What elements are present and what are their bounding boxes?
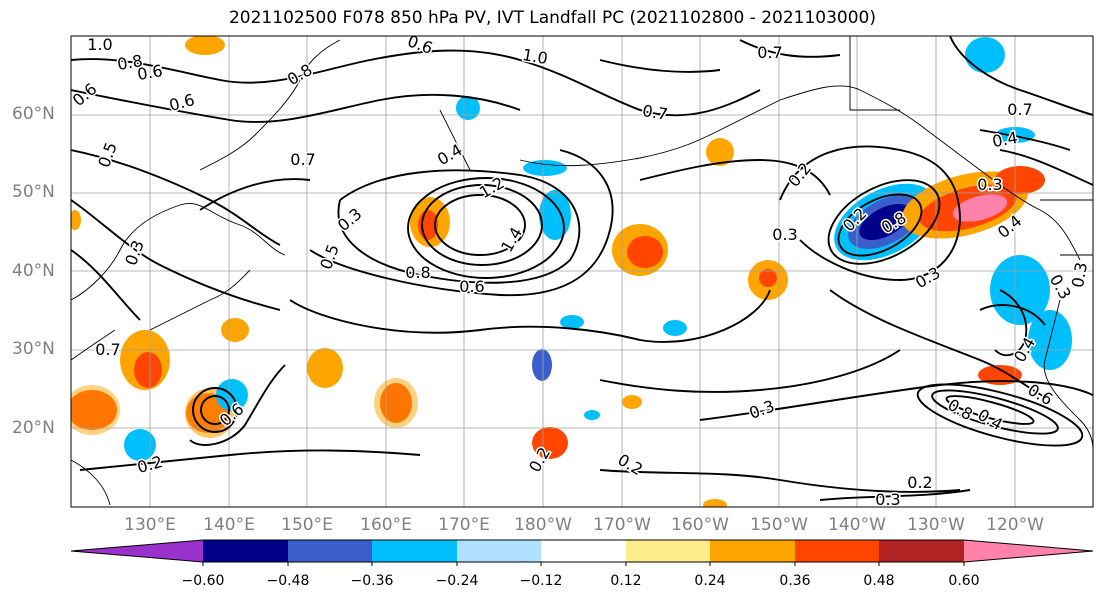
shade-red-165w [627, 236, 663, 268]
lon-label-140e: 140°E [203, 515, 255, 535]
shade-orange-west [307, 348, 343, 388]
shade-blue-180 [539, 190, 571, 240]
shade-blue-mid2 [663, 320, 687, 336]
contour-label: 0.3 [875, 490, 900, 509]
figure-title: 2021102500 F078 850 hPa PV, IVT Landfall… [228, 8, 876, 28]
shade-blue-180s [532, 349, 552, 381]
colorbar-segment [710, 540, 795, 562]
lon-label-140w: 140°W [828, 515, 886, 535]
contour-label: 0.3 [1068, 261, 1091, 289]
colorbar-tick-label: 0.36 [779, 573, 811, 589]
shade-blue-alaska [965, 37, 1005, 73]
shade-orange-west2 [374, 378, 418, 428]
shade-blue-mid3 [584, 410, 600, 420]
lat-label-30n: 30°N [12, 339, 55, 359]
lon-label-120w: 120°W [986, 515, 1044, 535]
colorbar-extend-min [71, 540, 203, 562]
contour-label: 0.6 [136, 61, 164, 84]
shade-orange-mid4 [622, 395, 642, 409]
lat-label-50n: 50°N [12, 182, 55, 202]
shade-red-japan [134, 352, 162, 388]
colorbar-segment [372, 540, 457, 562]
shade-orange-aleut [706, 138, 734, 166]
contour-label: 0.6 [459, 277, 484, 296]
contour-label: 0.7 [290, 150, 315, 169]
colorbar-segment [457, 540, 541, 562]
contour-label: 0.7 [757, 43, 782, 62]
contour-label: 0.4 [991, 128, 1019, 151]
shade-red-baja [978, 365, 1022, 385]
contour-label: 0.3 [772, 225, 797, 244]
map-frame [70, 35, 1094, 508]
contour-label: 0.6 [167, 90, 197, 115]
lat-label-20n: 20°N [12, 418, 55, 438]
shade-orange-w [71, 210, 81, 230]
lon-label-170w: 170°W [593, 515, 651, 535]
lon-label-130e: 130°E [124, 515, 176, 535]
colorbar-tick-label: 0.24 [694, 573, 726, 589]
colorbar-tick-label: −0.12 [519, 573, 563, 589]
lat-label-60n: 60°N [12, 104, 55, 124]
colorbar-segment [795, 540, 879, 562]
colorbar-segment [288, 540, 372, 562]
contour-label: 0.8 [284, 60, 316, 89]
colorbar-segment [203, 540, 288, 562]
shade-blue-mid1 [560, 315, 584, 329]
colorbar-extend-max [964, 540, 1093, 562]
lon-label-160w: 160°W [671, 515, 729, 535]
colorbar-segment [879, 540, 964, 562]
contour-label: 0.8 [405, 263, 430, 282]
contour-label: 0.7 [1007, 100, 1032, 119]
contour-label: 0.2 [614, 450, 646, 479]
lon-label-180w: 180°W [514, 515, 572, 535]
contour-label: 0.3 [977, 175, 1002, 194]
contour-label: 0.3 [747, 396, 777, 423]
contour-label: 0.6 [69, 79, 101, 110]
shade-orange-scs [71, 385, 120, 435]
lon-label-160e: 160°E [360, 515, 412, 535]
colorbar [70, 539, 1094, 566]
contour-label: 0.5 [94, 140, 121, 170]
contour-label: 0.2 [907, 473, 932, 492]
contour-label: 0.4 [974, 405, 1006, 434]
graticule [71, 36, 1093, 507]
coastlines [71, 36, 1093, 506]
contour-labels: 1.00.80.60.60.81.00.6 0.70.70.60.50.70.40… [69, 35, 1093, 509]
lon-label-150e: 150°E [281, 515, 333, 535]
lon-label-170e: 170°E [438, 515, 490, 535]
shade-blue-core [859, 203, 911, 241]
shade-orange-s [703, 499, 727, 507]
contour-label: 0.7 [641, 101, 669, 124]
colorbar-tick-label: 0.48 [863, 573, 895, 589]
shade-orange-nw [185, 36, 225, 55]
shade-blue-kam [456, 96, 480, 120]
lat-label-40n: 40°N [12, 261, 55, 281]
shade-blue-coast [990, 255, 1050, 325]
colorbar-tick-label: −0.36 [350, 573, 394, 589]
contour-label: 1.0 [521, 45, 549, 68]
contour-label: 0.4 [434, 140, 466, 169]
shade-orange-bonin [221, 318, 249, 342]
lon-label-130w: 130°W [907, 515, 965, 535]
shade-red-150w [759, 269, 777, 287]
colorbar-tick-label: 0.60 [948, 573, 980, 589]
shade-blue-phil [124, 429, 156, 461]
contour-label: 0.7 [95, 340, 120, 359]
colorbar-segment [541, 540, 626, 562]
shade-red-coast [995, 166, 1045, 194]
colorbar-segment [626, 540, 710, 562]
contour-label: 1.0 [87, 35, 112, 54]
lon-label-150w: 150°W [750, 515, 808, 535]
shade-pink-core [952, 194, 1008, 222]
pv-contours [71, 36, 1093, 501]
colorbar-tick-label: −0.24 [435, 573, 479, 589]
colorbar-tick-label: 0.12 [610, 573, 642, 589]
shade-blue-aleutw [523, 160, 567, 176]
colorbar-tick-label: −0.48 [266, 573, 310, 589]
shade-red-180s [532, 427, 568, 459]
contour-label: 0.5 [316, 242, 343, 272]
colorbar-tick-label: −0.60 [181, 573, 225, 589]
